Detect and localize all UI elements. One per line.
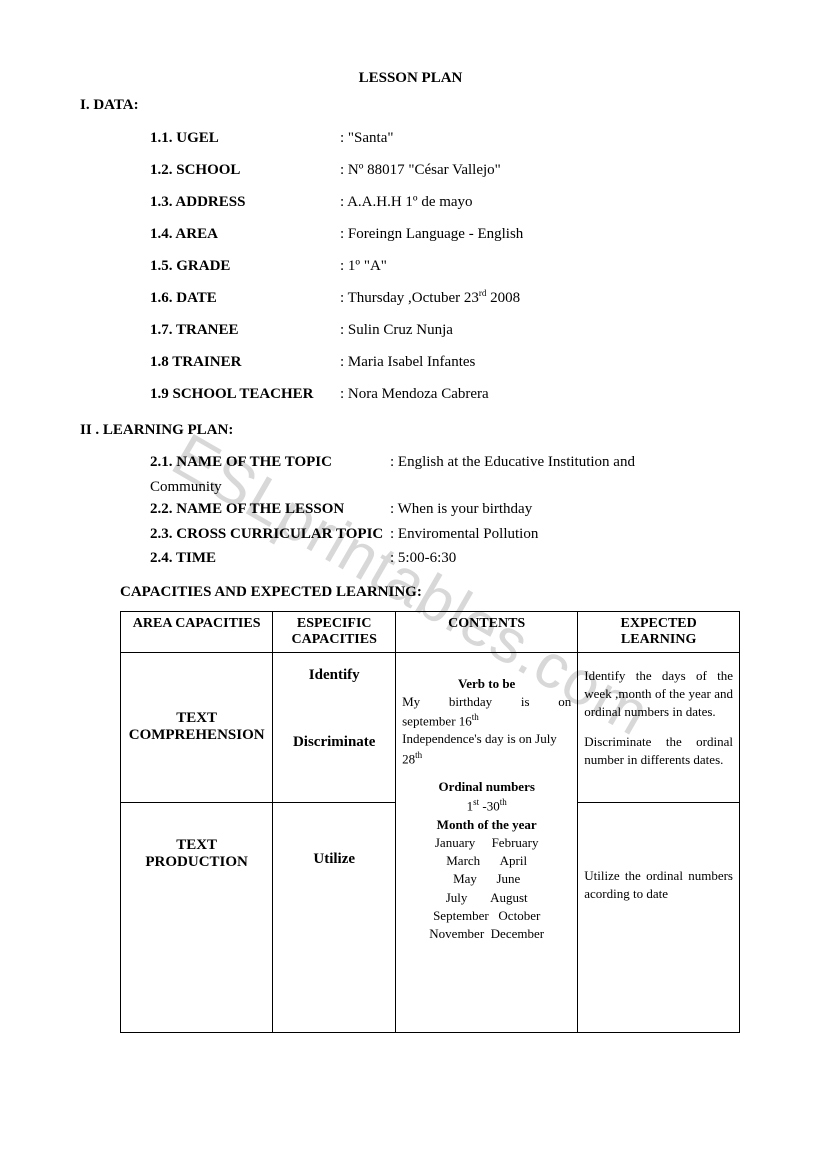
content-line: My birthday is on xyxy=(402,693,571,711)
learning-label: 2.2. NAME OF THE LESSON xyxy=(150,498,390,521)
data-row: 1.5. GRADE : 1º "A" xyxy=(150,254,741,278)
data-label: 1.4. AREA xyxy=(150,222,340,246)
data-row: 1.1. UGEL : "Santa" xyxy=(150,126,741,150)
data-row: 1.9 SCHOOL TEACHER : Nora Mendoza Cabrer… xyxy=(150,382,741,406)
w4: on xyxy=(558,693,571,711)
capacities-table: AREA CAPACITIES ESPECIFIC CAPACITIES CON… xyxy=(120,611,740,1033)
learning-rows: 2.1. NAME OF THE TOPIC : English at the … xyxy=(80,451,741,570)
data-label: 1.5. GRADE xyxy=(150,254,340,278)
cell-specific-1: Identify Discriminate xyxy=(273,652,396,802)
w1: My xyxy=(402,693,420,711)
data-value: : 1º "A" xyxy=(340,254,741,278)
data-value: : "Santa" xyxy=(340,126,741,150)
learning-value: : 5:00-6:30 xyxy=(390,547,741,570)
months-row: May June xyxy=(402,870,571,888)
th-specific: ESPECIFIC CAPACITIES xyxy=(273,611,396,652)
learning-label: 2.4. TIME xyxy=(150,547,390,570)
data-row: 1.3. ADDRESS : A.A.H.H 1º de mayo xyxy=(150,190,741,214)
learning-value: : When is your birthday xyxy=(390,498,741,521)
content-line: september 16th xyxy=(402,711,571,731)
months-row: November December xyxy=(402,925,571,943)
months-row: January February xyxy=(402,834,571,852)
specific-identify: Identify xyxy=(279,667,389,684)
verb-to-be-header: Verb to be xyxy=(402,675,571,693)
learning-value: : Enviromental Pollution xyxy=(390,523,741,546)
data-row: 1.7. TRANEE : Sulin Cruz Nunja xyxy=(150,318,741,342)
cell-expected-1: Identify the days of the week ,month of … xyxy=(578,652,740,802)
learning-row: 2.4. TIME : 5:00-6:30 xyxy=(150,547,741,570)
th-expected: EXPECTED LEARNING xyxy=(578,611,740,652)
learning-continuation: Community xyxy=(150,476,741,499)
capacities-header: CAPACITIES AND EXPECTED LEARNING: xyxy=(120,584,741,601)
data-value: : Maria Isabel Infantes xyxy=(340,350,741,374)
data-label: 1.6. DATE xyxy=(150,286,340,310)
data-value: : Nº 88017 "César Vallejo" xyxy=(340,158,741,182)
ordinal-range: 1st -30th xyxy=(402,796,571,816)
learning-row: 2.1. NAME OF THE TOPIC : English at the … xyxy=(150,451,741,474)
learning-row: 2.3. CROSS CURRICULAR TOPIC : Enviroment… xyxy=(150,523,741,546)
month-header: Month of the year xyxy=(402,816,571,834)
data-label: 1.7. TRANEE xyxy=(150,318,340,342)
learning-row: 2.2. NAME OF THE LESSON : When is your b… xyxy=(150,498,741,521)
data-row: 1.8 TRAINER : Maria Isabel Infantes xyxy=(150,350,741,374)
expected-text-1: Identify the days of the week ,month of … xyxy=(584,667,733,722)
data-value: : A.A.H.H 1º de mayo xyxy=(340,190,741,214)
expected-text-2: Discriminate the ordinal number in diffe… xyxy=(584,733,733,769)
ordinal-header: Ordinal numbers xyxy=(402,778,571,796)
content-line: Independence's day is on July 28th xyxy=(402,730,571,768)
data-value: : Foreingn Language - English xyxy=(340,222,741,246)
months-row: July August xyxy=(402,889,571,907)
w3: is xyxy=(521,693,530,711)
document-content: LESSON PLAN I. DATA: 1.1. UGEL : "Santa"… xyxy=(80,70,741,1033)
data-label: 1.2. SCHOOL xyxy=(150,158,340,182)
data-label: 1.1. UGEL xyxy=(150,126,340,150)
data-value: : Thursday ,Octuber 23rd 2008 xyxy=(340,286,741,310)
data-value: : Nora Mendoza Cabrera xyxy=(340,382,741,406)
w2: birthday xyxy=(449,693,492,711)
cell-area-1: TEXT COMPREHENSION xyxy=(121,652,273,802)
th-contents: CONTENTS xyxy=(396,611,578,652)
table-row: TEXT COMPREHENSION Identify Discriminate… xyxy=(121,652,740,802)
data-label: 1.9 SCHOOL TEACHER xyxy=(150,382,340,406)
cell-specific-2: Utilize xyxy=(273,802,396,1032)
data-label: 1.8 TRAINER xyxy=(150,350,340,374)
months-row: March April xyxy=(402,852,571,870)
data-label: 1.3. ADDRESS xyxy=(150,190,340,214)
cell-contents: Verb to be My birthday is on september 1… xyxy=(396,652,578,1032)
th-area: AREA CAPACITIES xyxy=(121,611,273,652)
section-learning-header: II . LEARNING PLAN: xyxy=(80,422,741,439)
learning-label: 2.3. CROSS CURRICULAR TOPIC xyxy=(150,523,390,546)
table-header-row: AREA CAPACITIES ESPECIFIC CAPACITIES CON… xyxy=(121,611,740,652)
learning-label: 2.1. NAME OF THE TOPIC xyxy=(150,451,390,474)
cell-area-2: TEXT PRODUCTION xyxy=(121,802,273,1032)
data-rows: 1.1. UGEL : "Santa" 1.2. SCHOOL : Nº 880… xyxy=(80,126,741,406)
document-title: LESSON PLAN xyxy=(80,70,741,87)
data-row: 1.2. SCHOOL : Nº 88017 "César Vallejo" xyxy=(150,158,741,182)
months-row: September October xyxy=(402,907,571,925)
section-data-header: I. DATA: xyxy=(80,97,741,114)
learning-value: : English at the Educative Institution a… xyxy=(390,451,741,474)
data-value: : Sulin Cruz Nunja xyxy=(340,318,741,342)
cell-expected-2: Utilize the ordinal numbers acording to … xyxy=(578,802,740,1032)
specific-discriminate: Discriminate xyxy=(279,734,389,751)
data-row: 1.6. DATE : Thursday ,Octuber 23rd 2008 xyxy=(150,286,741,310)
data-row: 1.4. AREA : Foreingn Language - English xyxy=(150,222,741,246)
